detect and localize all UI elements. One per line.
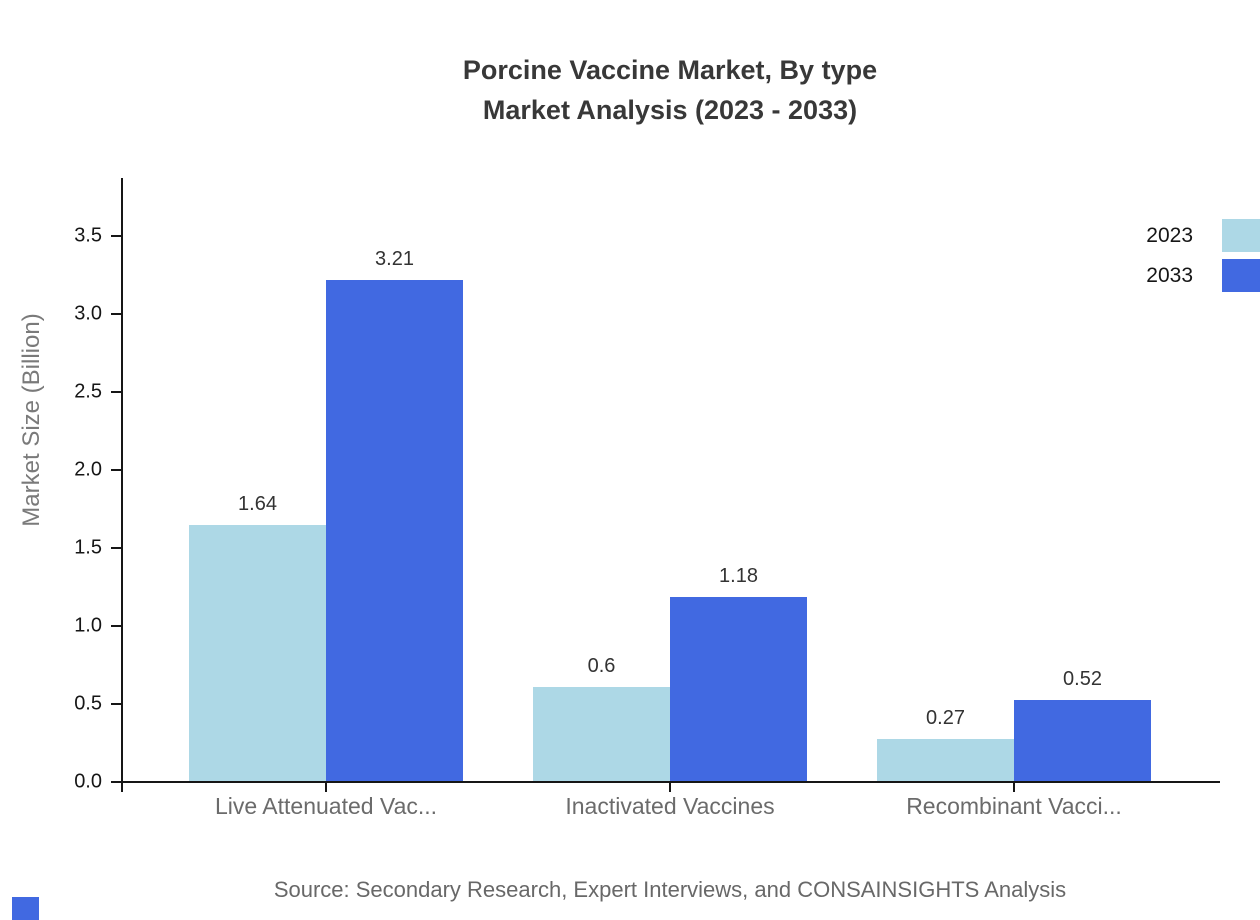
legend-row: 2033 xyxy=(1146,259,1260,292)
y-tick-label: 0.0 xyxy=(74,770,102,793)
legend: 2023 2033 xyxy=(1146,219,1260,292)
legend-swatch xyxy=(1222,259,1260,292)
y-tick-mark xyxy=(111,703,121,705)
y-tick-mark xyxy=(111,625,121,627)
bar-2023-0 xyxy=(189,525,326,781)
chart-title-line2: Market Analysis (2023 - 2033) xyxy=(482,95,858,125)
y-tick-label: 3.5 xyxy=(74,224,102,247)
bar-2023-2 xyxy=(877,739,1014,781)
x-tick-mark xyxy=(1013,783,1015,792)
bar-2033-1 xyxy=(670,597,807,781)
y-tick-label: 1.5 xyxy=(74,536,102,559)
x-category-label: Live Attenuated Vac... xyxy=(214,793,438,819)
bar-value-label: 0.52 xyxy=(1063,668,1102,690)
source-note: Source: Secondary Research, Expert Inter… xyxy=(273,877,1067,902)
y-tick-label: 3.0 xyxy=(74,302,102,325)
bar-2023-1 xyxy=(533,687,670,781)
x-tick-mark xyxy=(325,783,327,792)
y-tick-label: 2.0 xyxy=(74,458,102,481)
legend-row: 2023 xyxy=(1146,219,1260,252)
chart-title: Porcine Vaccine Market, By type Market A… xyxy=(80,50,1260,130)
y-tick-mark xyxy=(111,781,121,783)
x-tick-mark xyxy=(669,783,671,792)
brand-logo-square xyxy=(12,897,39,920)
bar-value-label: 3.21 xyxy=(375,248,414,270)
legend-swatch xyxy=(1222,219,1260,252)
legend-label: 2023 xyxy=(1146,223,1193,247)
legend-label: 2033 xyxy=(1146,263,1193,287)
x-axis-line xyxy=(111,781,1220,783)
y-tick-mark xyxy=(111,313,121,315)
bar-2033-2 xyxy=(1014,700,1151,781)
y-axis-label: Market Size (Billion) xyxy=(18,313,45,527)
y-axis-line xyxy=(121,178,123,792)
bar-value-label: 1.64 xyxy=(238,493,277,515)
x-category-label: Recombinant Vacci... xyxy=(906,793,1122,819)
y-tick-mark xyxy=(111,547,121,549)
y-tick-mark xyxy=(111,235,121,237)
x-category-label: Inactivated Vaccines xyxy=(565,793,775,819)
bar-value-label: 1.18 xyxy=(719,565,758,587)
y-tick-label: 1.0 xyxy=(74,614,102,637)
bar-value-label: 0.6 xyxy=(587,655,616,677)
y-tick-mark xyxy=(111,469,121,471)
y-tick-label: 2.5 xyxy=(74,380,102,403)
y-tick-mark xyxy=(111,391,121,393)
bar-value-label: 0.27 xyxy=(926,707,965,729)
bar-2033-0 xyxy=(326,280,463,781)
chart-title-line1: Porcine Vaccine Market, By type xyxy=(462,55,878,85)
y-tick-label: 0.5 xyxy=(74,692,102,715)
